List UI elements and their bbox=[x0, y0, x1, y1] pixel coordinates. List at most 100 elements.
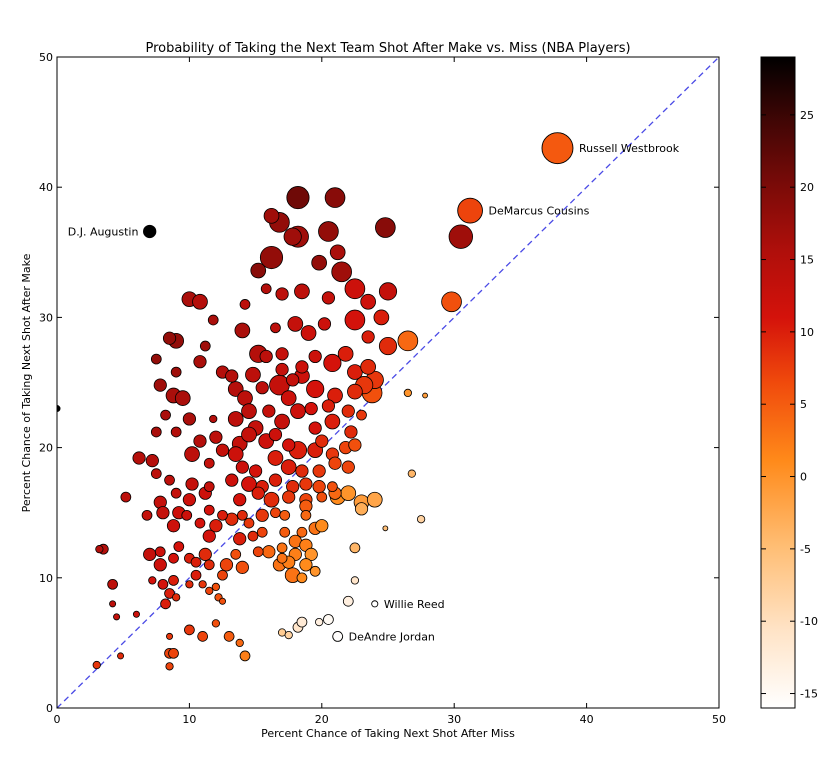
data-point bbox=[184, 446, 200, 462]
data-point bbox=[309, 565, 321, 577]
data-point bbox=[164, 474, 175, 486]
data-point bbox=[203, 457, 215, 469]
data-point bbox=[211, 619, 221, 628]
data-point bbox=[308, 349, 322, 364]
data-point bbox=[317, 317, 332, 331]
data-point bbox=[227, 411, 244, 427]
data-point bbox=[282, 438, 296, 452]
y-tick-label: 40 bbox=[39, 181, 53, 194]
data-point bbox=[341, 460, 355, 474]
data-point bbox=[239, 299, 251, 310]
annotation-label: D.J. Augustin bbox=[68, 225, 139, 238]
colorbar-tick-label: -5 bbox=[800, 543, 811, 556]
annotated-point bbox=[332, 630, 344, 642]
colorbar-ticks: -15 -10 -5 0 5 10 15 20 25 bbox=[761, 109, 818, 701]
data-point bbox=[193, 355, 207, 369]
colorbar-tick-label: 20 bbox=[800, 181, 814, 194]
data-point bbox=[182, 412, 196, 426]
annotated-point bbox=[541, 132, 574, 165]
data-point bbox=[230, 549, 242, 560]
data-point bbox=[350, 576, 360, 585]
data-point bbox=[150, 426, 162, 438]
data-point bbox=[235, 560, 249, 574]
data-point bbox=[286, 373, 300, 387]
data-point bbox=[299, 558, 313, 572]
data-point bbox=[296, 616, 308, 628]
data-point bbox=[153, 378, 167, 392]
data-point bbox=[192, 293, 208, 310]
data-point bbox=[239, 650, 251, 662]
data-point bbox=[327, 481, 338, 493]
data-point bbox=[280, 459, 297, 475]
data-point bbox=[360, 293, 376, 310]
data-point bbox=[416, 515, 426, 524]
data-point bbox=[329, 244, 346, 261]
x-tick-label: 10 bbox=[182, 713, 196, 726]
colorbar-tick-label: -10 bbox=[800, 615, 818, 628]
data-point bbox=[168, 647, 179, 659]
data-point bbox=[327, 387, 343, 404]
data-point bbox=[441, 291, 462, 313]
data-point bbox=[259, 245, 284, 270]
data-point bbox=[202, 529, 216, 543]
data-point bbox=[378, 336, 398, 356]
data-point bbox=[328, 456, 342, 470]
data-point bbox=[141, 509, 153, 521]
data-point bbox=[162, 331, 177, 345]
data-point bbox=[375, 217, 396, 238]
point-annotations: Russell Westbrook DeMarcus Cousins D.J. Au… bbox=[68, 132, 680, 643]
x-tick-label: 50 bbox=[712, 713, 726, 726]
data-points bbox=[57, 186, 474, 671]
data-point bbox=[321, 399, 336, 413]
data-point bbox=[157, 578, 169, 590]
colorbar-tick-label: 10 bbox=[800, 326, 814, 339]
data-point bbox=[170, 366, 182, 378]
data-point bbox=[174, 390, 191, 406]
data-point bbox=[225, 369, 239, 383]
data-point bbox=[274, 413, 290, 430]
data-point bbox=[260, 283, 272, 295]
data-point bbox=[356, 409, 367, 421]
data-point bbox=[237, 390, 253, 406]
data-point bbox=[275, 287, 289, 301]
data-point bbox=[382, 525, 389, 532]
data-point bbox=[315, 617, 324, 627]
data-point bbox=[403, 388, 412, 398]
data-point bbox=[233, 493, 247, 507]
data-point bbox=[323, 614, 334, 625]
y-tick-label: 10 bbox=[39, 572, 53, 585]
x-tick-label: 30 bbox=[447, 713, 461, 726]
data-point bbox=[173, 541, 185, 552]
data-point bbox=[107, 578, 118, 590]
data-point bbox=[263, 208, 280, 224]
data-point bbox=[347, 364, 363, 380]
data-point bbox=[366, 491, 383, 508]
data-point bbox=[160, 598, 171, 610]
data-point bbox=[211, 582, 221, 592]
y-tick-label: 30 bbox=[39, 311, 53, 324]
data-point bbox=[181, 509, 193, 521]
data-point bbox=[223, 631, 235, 642]
y-tick-label: 50 bbox=[39, 51, 53, 64]
data-point bbox=[233, 532, 247, 546]
data-point bbox=[194, 517, 206, 529]
data-point bbox=[243, 517, 255, 529]
data-point bbox=[287, 316, 304, 332]
data-point bbox=[312, 464, 326, 478]
data-point bbox=[284, 630, 293, 640]
data-point bbox=[275, 362, 289, 377]
data-point bbox=[255, 508, 269, 522]
data-point bbox=[276, 552, 288, 564]
data-point bbox=[337, 346, 354, 362]
data-point bbox=[218, 597, 226, 605]
data-point bbox=[185, 580, 194, 589]
data-point bbox=[299, 477, 313, 491]
colorbar-tick-label: 15 bbox=[800, 254, 814, 267]
data-point bbox=[252, 546, 264, 558]
data-point bbox=[166, 519, 181, 533]
y-axis-ticks: 0 10 20 30 40 50 bbox=[39, 51, 719, 715]
data-point bbox=[323, 353, 342, 373]
data-point bbox=[347, 383, 363, 400]
data-point bbox=[316, 491, 328, 503]
